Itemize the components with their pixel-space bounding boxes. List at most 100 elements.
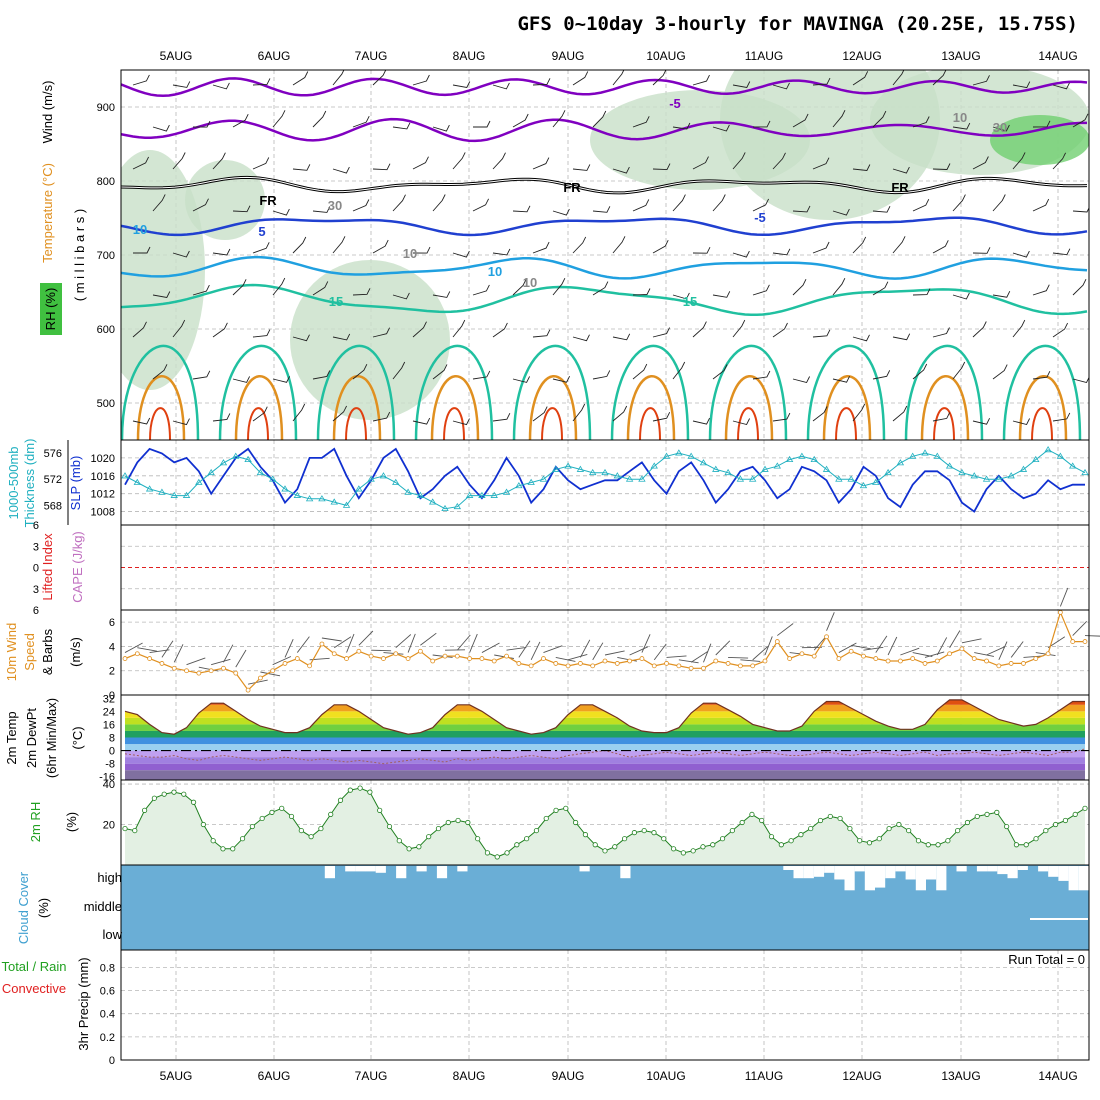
rh-point (543, 815, 549, 822)
wind-barb (592, 206, 611, 213)
wind-barb (912, 198, 930, 212)
wind-barb-10m (371, 649, 392, 652)
cloud-high-clear (355, 866, 366, 872)
wind-barb (312, 370, 331, 380)
wind-barb (812, 157, 830, 170)
date-label-top: 12AUG (842, 49, 881, 63)
wind-barb (812, 77, 831, 86)
rh-point (514, 842, 520, 848)
precip-tick-label: 0.8 (100, 962, 115, 974)
precip-tick-label: 0.4 (100, 1009, 115, 1021)
cape-label: CAPE (J/kg) (70, 531, 85, 603)
wind-barb (592, 110, 607, 128)
thickness-point (847, 475, 855, 482)
isotherm-30-lobe (443, 407, 465, 440)
wind-barb (452, 250, 470, 258)
wind-speed-point (528, 663, 534, 669)
wind-barb (992, 364, 1008, 380)
wind-barb (612, 166, 630, 174)
wind-barb-10m (284, 639, 294, 658)
cloud-high-clear (457, 866, 468, 872)
wind-barb (292, 164, 311, 171)
wind-barb-10m (518, 640, 531, 658)
precip-tick-label: 0.6 (100, 986, 115, 998)
thickness-tick-label: 576 (44, 448, 62, 460)
wind-speed-point (701, 665, 706, 671)
thickness-point (232, 452, 240, 459)
wind-speed-point (331, 651, 337, 657)
temp-label: 2m DewPt (24, 708, 39, 768)
wind-speed-point (270, 668, 276, 674)
wind-barb (572, 403, 586, 422)
cloud-high-clear (915, 866, 926, 891)
wind-barb (152, 124, 170, 132)
wind-barb (1072, 376, 1089, 384)
wind-barb (952, 122, 971, 130)
wind-speed-point (221, 665, 226, 671)
wind-speed-point (393, 651, 399, 657)
thickness-point (121, 472, 129, 479)
rh-point (798, 832, 804, 838)
thickness-point (601, 468, 609, 476)
wind-speed-point (356, 648, 362, 654)
cloud-high-clear (813, 866, 825, 877)
date-label-bottom: 14AUG (1038, 1069, 1077, 1083)
rh-point (670, 846, 677, 852)
cloud-middle-clear (1030, 918, 1088, 920)
wind-barb (712, 291, 731, 298)
cloud-high-clear (854, 866, 865, 872)
wind-barb (133, 246, 151, 254)
wind-barb (652, 163, 671, 171)
temp-band (125, 724, 1085, 731)
rh-point (190, 799, 197, 805)
rh-point (239, 836, 246, 842)
wind-speed-point (454, 653, 460, 659)
wind-barb (532, 157, 550, 170)
rh-point (1023, 842, 1029, 848)
wind-barb-10m (715, 640, 731, 656)
isotherm-30-lobe (345, 407, 367, 440)
date-label-top: 5AUG (160, 49, 193, 63)
wind-barb-10m (420, 632, 437, 646)
date-label-bottom: 11AUG (745, 1069, 783, 1083)
cloud-high-clear (1078, 866, 1089, 891)
thickness-series (124, 449, 1086, 510)
wind-barb-10m (124, 642, 143, 653)
wind-speed-point (516, 661, 522, 666)
wind-barb (612, 70, 625, 86)
wind-speed-point (405, 656, 411, 661)
wind-barb (572, 236, 587, 254)
thickness-point (330, 498, 338, 505)
date-label-top: 14AUG (1038, 49, 1077, 63)
rh-point (249, 823, 255, 830)
wind-barb-10m (395, 634, 412, 649)
wind10m-label: Speed (22, 633, 37, 671)
rh-point (524, 836, 530, 842)
rh-point (132, 827, 138, 834)
thickness-point (687, 452, 695, 459)
wind-barb (372, 239, 389, 254)
wind-barb (872, 370, 891, 380)
wind-barb (212, 248, 231, 256)
isotherm-minus5 (121, 117, 1087, 143)
wind10m-label: 10m Wind (4, 623, 19, 682)
thickness-point (798, 452, 806, 459)
isotherm-30-lobe (933, 407, 955, 440)
wind-barb (792, 376, 811, 384)
wind-barb (372, 411, 391, 422)
wind-speed-point (294, 656, 300, 661)
wind-barb-10m (740, 659, 761, 662)
thickness-point (515, 481, 523, 489)
wind-barb-10m (223, 644, 234, 663)
pressure-tick-label: 500 (97, 398, 115, 410)
thickness-label-1: 1000-500mb (6, 447, 21, 520)
rh-point (288, 813, 295, 820)
thickness-point (416, 491, 425, 498)
rh-point (680, 850, 686, 856)
wind-barb-10m (321, 637, 342, 642)
thickness-tick-label: 572 (44, 474, 62, 486)
rh-point (318, 825, 324, 832)
wind-barb-10m (826, 612, 835, 631)
thickness-point (552, 465, 560, 472)
